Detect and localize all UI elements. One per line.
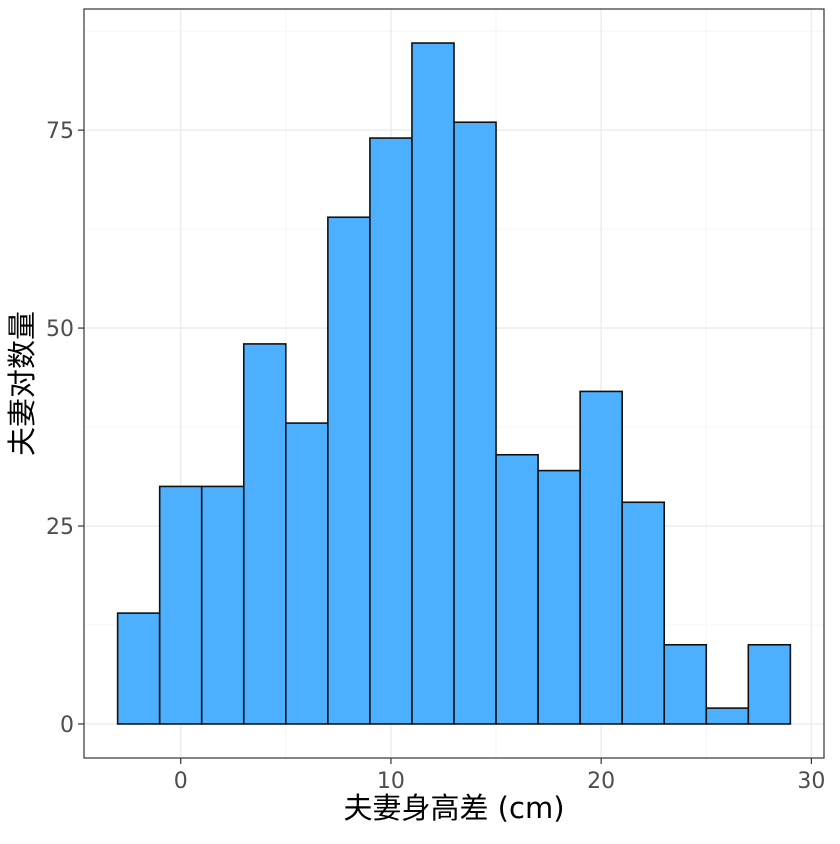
histogram-bar xyxy=(663,643,708,725)
histogram-bar xyxy=(705,707,750,725)
histogram-bar xyxy=(369,137,413,725)
bar-layer xyxy=(116,42,792,725)
histogram-bar xyxy=(200,485,245,725)
histogram-bar xyxy=(285,422,329,725)
histogram-bar xyxy=(242,343,287,725)
x-tick-label: 20 xyxy=(587,769,615,794)
x-tick-label: 30 xyxy=(797,769,825,794)
histogram-bar xyxy=(453,121,497,725)
y-tick-label: 0 xyxy=(60,713,74,738)
histogram-bar xyxy=(116,612,161,725)
histogram-bar xyxy=(411,42,455,725)
y-tick-label: 75 xyxy=(46,119,74,144)
y-axis-title: 夫妻对数量 xyxy=(5,311,39,456)
y-tick-label: 25 xyxy=(46,515,74,540)
x-tick-label: 0 xyxy=(174,769,188,794)
x-tick-label: 10 xyxy=(377,769,405,794)
histogram-bar xyxy=(327,216,371,725)
tick-layer: 0 10 20 30 0 25 50 75 xyxy=(46,119,825,794)
histogram-bar xyxy=(495,453,539,725)
histogram-bar xyxy=(537,469,581,725)
histogram-bar xyxy=(158,485,203,725)
x-axis-title: 夫妻身高差 (cm) xyxy=(343,791,564,825)
plot-panel-border xyxy=(83,8,825,759)
histogram-bar xyxy=(747,643,792,725)
histogram-bar xyxy=(579,390,623,725)
histogram-bar xyxy=(621,501,666,725)
y-tick-label: 50 xyxy=(46,317,74,342)
